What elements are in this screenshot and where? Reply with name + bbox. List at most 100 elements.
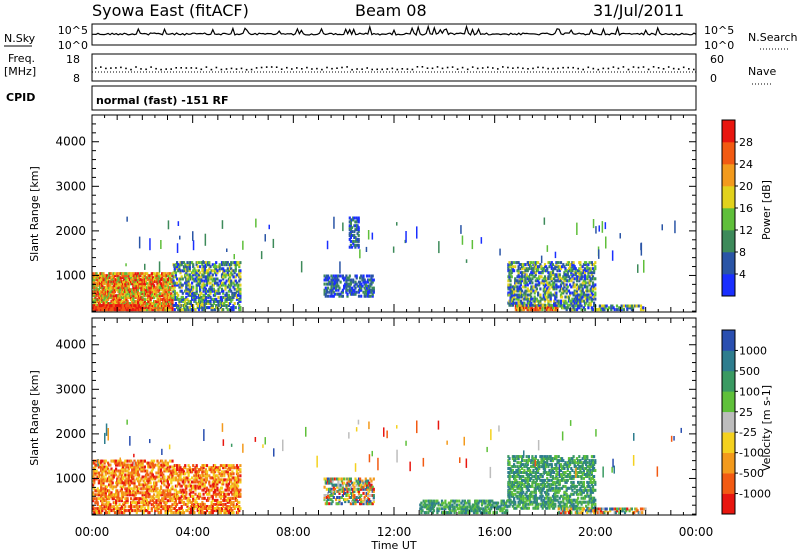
data-cell [349,282,352,286]
data-cell [201,263,204,267]
data-cell [354,239,357,243]
data-cell [162,300,165,304]
data-cell [325,481,328,485]
data-cell [133,274,136,278]
data-cell [182,304,186,307]
data-cell [565,289,568,293]
data-cell [227,511,230,515]
data-cell [124,505,127,509]
data-cell [220,472,224,476]
data-cell [126,463,129,467]
data-cell [95,306,98,310]
data-cell [184,263,187,267]
data-cell [611,304,614,308]
data-cell [165,469,168,473]
data-cell [232,464,235,468]
data-cell [517,304,520,308]
data-cell [509,299,512,303]
data-cell [110,290,113,294]
data-cell [569,291,572,295]
data-cell [112,493,115,497]
data-cell [147,495,150,499]
data-cell [238,279,241,283]
data-cell [222,466,225,470]
data-cell [193,291,196,295]
data-cell [112,509,115,513]
data-cell [98,282,102,286]
data-cell [202,289,205,293]
data-cell [368,294,371,298]
data-cell [234,490,237,494]
data-cell [153,278,156,282]
data-cell [325,288,328,292]
data-cell [188,283,191,287]
data-cell [210,275,213,279]
data-cell [167,274,171,278]
data-cell [111,469,114,473]
data-cell [127,284,130,288]
data-cell [185,502,188,506]
data-cell [128,481,131,485]
data-cell [161,465,164,469]
data-cell [220,486,224,490]
data-cell [171,300,174,304]
data-cell [205,306,209,310]
freq-dot [396,68,399,71]
data-cell [189,494,192,498]
data-cell [124,497,127,501]
data-cell [163,467,166,471]
data-cell [150,471,153,475]
data-cell [227,295,230,299]
data-cell [332,284,335,288]
data-cell [525,295,528,299]
data-cell [661,224,663,231]
data-cell [196,261,199,265]
data-cell [208,267,211,271]
data-cell [112,471,115,475]
data-cell [577,269,580,273]
data-cell [103,479,106,483]
data-cell [128,290,131,294]
data-cell [554,251,557,259]
data-cell [238,308,241,312]
data-cell [119,481,122,485]
data-cell [110,278,113,282]
data-cell [115,302,118,306]
data-cell [110,495,113,499]
data-cell [537,308,541,312]
data-cell [172,275,175,279]
data-cell [210,277,213,281]
data-cell [182,269,186,273]
data-cell [179,466,182,470]
data-cell [177,511,180,515]
data-cell [94,509,97,513]
data-cell [115,469,118,473]
data-cell [195,289,198,293]
data-cell [349,236,352,239]
data-cell [181,299,184,303]
data-cell [227,302,230,305]
data-cell [513,295,516,299]
data-cell [159,501,163,505]
data-cell [212,474,215,478]
data-cell [162,505,165,509]
data-cell [116,479,119,483]
data-cell [124,479,127,483]
data-cell [210,285,213,289]
freq-dot [376,68,378,71]
data-cell [352,483,355,487]
data-cell [105,276,108,280]
data-cell [187,275,190,279]
data-cell [211,279,214,283]
data-cell [186,306,189,310]
data-cell [139,463,142,467]
data-cell [525,306,528,310]
data-cell [139,459,142,463]
data-cell [349,278,352,282]
data-cell [156,306,159,310]
data-cell [150,274,153,278]
data-cell [551,273,555,277]
data-cell [225,488,228,492]
data-cell [223,470,226,474]
data-cell [194,468,197,472]
